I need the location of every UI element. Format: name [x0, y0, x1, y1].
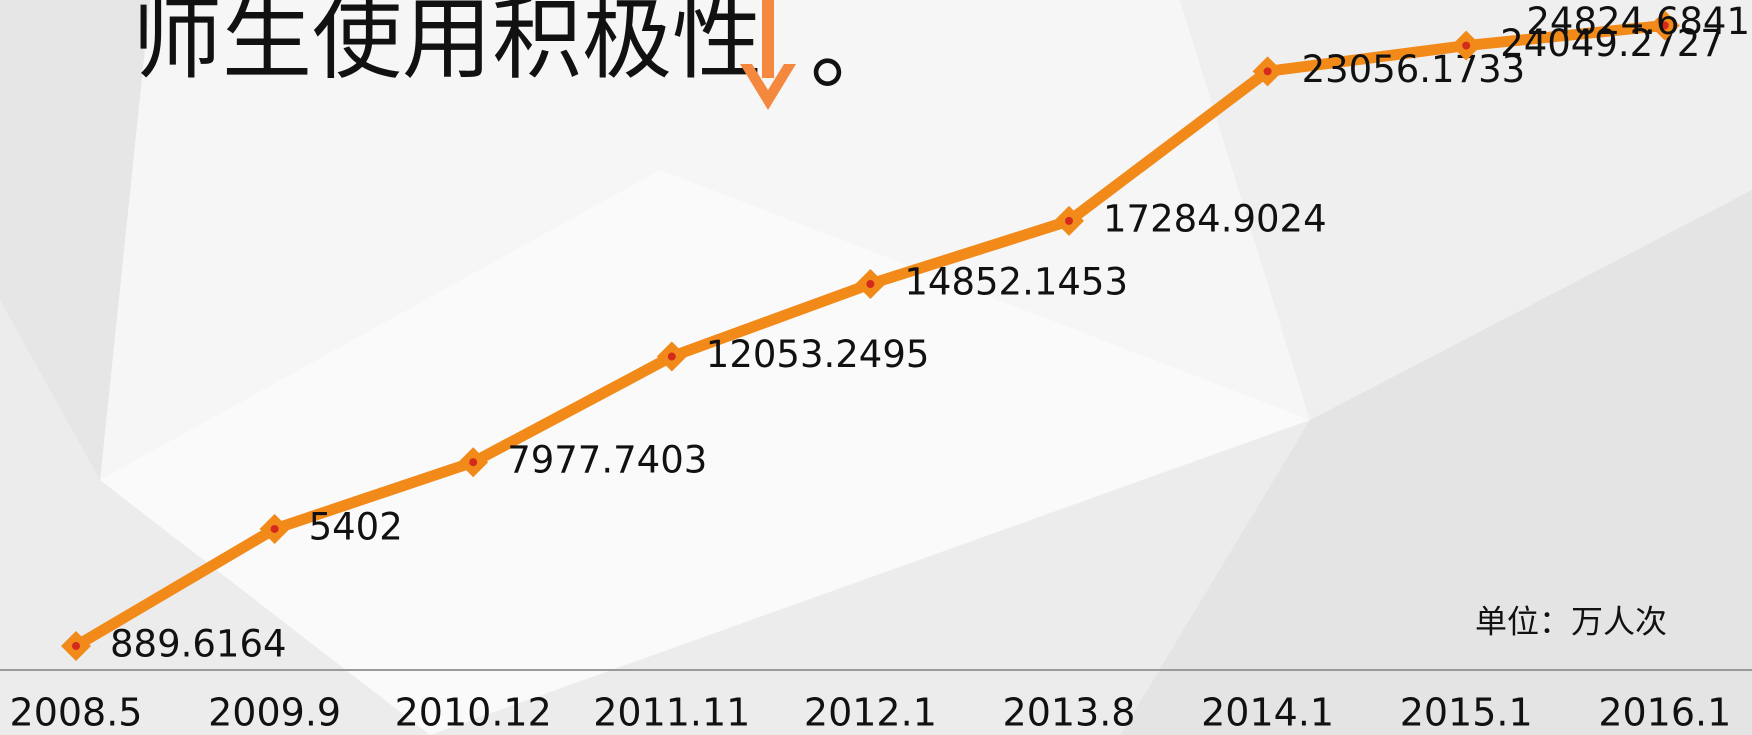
data-label: 7977.7403	[507, 439, 707, 482]
bg-shape	[100, 170, 1310, 735]
title-end: 。	[810, 0, 900, 102]
x-tick-label: 2013.8	[1003, 691, 1136, 735]
bg-shape	[1120, 190, 1752, 735]
marker-center	[866, 279, 875, 288]
data-label: 24824.6841	[1526, 0, 1750, 43]
marker-center	[1263, 67, 1272, 76]
marker-center	[1065, 216, 1073, 225]
data-label: 17284.9024	[1103, 197, 1327, 240]
data-label: 14852.1453	[904, 260, 1128, 303]
x-tick-label: 2009.9	[208, 691, 341, 735]
x-tick-label: 2008.5	[10, 691, 143, 735]
marker-center	[72, 641, 80, 650]
x-tick-label: 2011.11	[593, 691, 750, 735]
data-label: 24049.2727	[1500, 22, 1724, 65]
bg-shape	[0, 0, 150, 480]
data-label: 12053.2495	[706, 333, 930, 376]
marker-center	[1660, 21, 1669, 30]
bg-shape	[1180, 0, 1752, 420]
data-label: 23056.1733	[1302, 48, 1526, 91]
unit-label: 单位：万人次	[1475, 603, 1667, 641]
title-arrow	[740, 0, 796, 110]
data-label: 889.6164	[110, 622, 287, 665]
marker-center	[1462, 41, 1471, 50]
x-tick-label: 2016.1	[1598, 691, 1731, 735]
marker-center	[469, 458, 478, 467]
x-tick-label: 2015.1	[1400, 691, 1533, 735]
marker-center	[667, 352, 676, 361]
x-tick-label: 2012.1	[804, 691, 937, 735]
x-tick-label: 2014.1	[1201, 691, 1334, 735]
data-label: 5402	[309, 505, 403, 548]
x-tick-label: 2010.12	[395, 691, 552, 735]
marker-center	[270, 524, 279, 533]
chart-title: 师生使用积极性	[132, 0, 762, 92]
